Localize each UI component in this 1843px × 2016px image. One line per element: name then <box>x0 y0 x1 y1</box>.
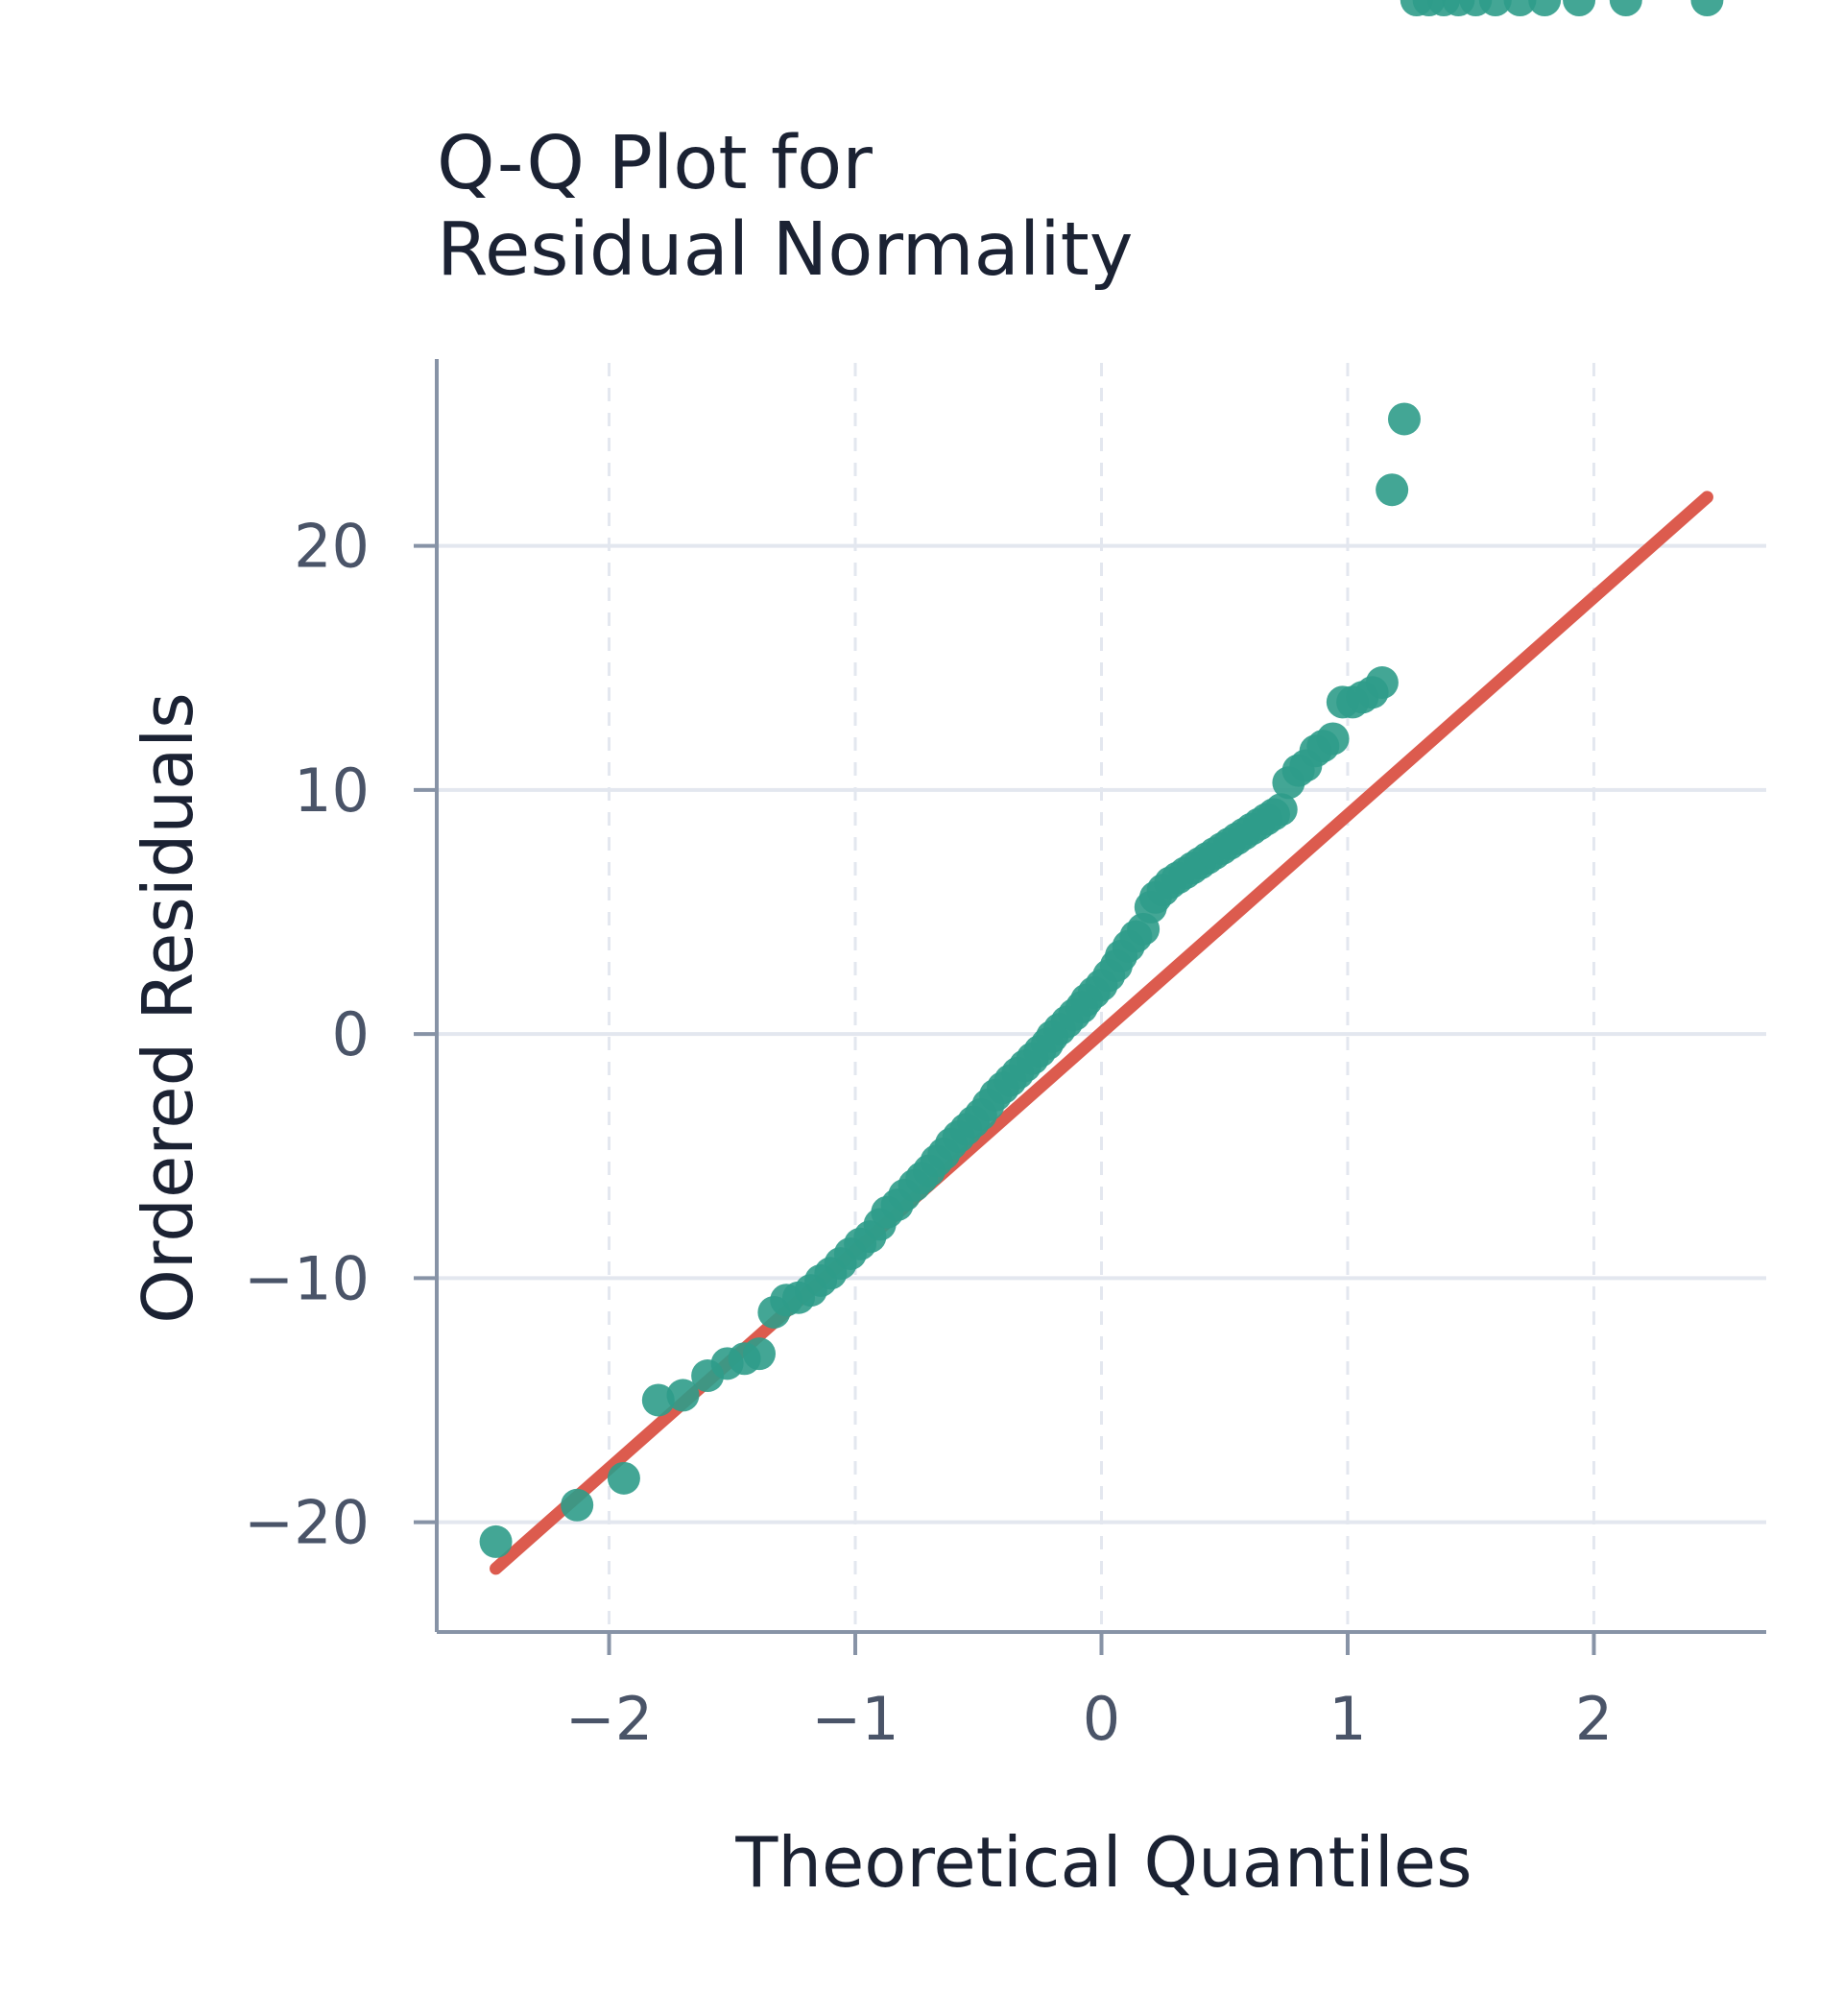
data-point <box>1316 722 1350 756</box>
x-tick-label: 2 <box>1575 1684 1613 1754</box>
data-point <box>1264 793 1298 827</box>
grid-lines <box>437 363 1766 1632</box>
data-point <box>1503 0 1537 16</box>
y-tick-label: 0 <box>332 999 370 1069</box>
x-tick-label: 0 <box>1083 1684 1120 1754</box>
chart-title-line-2: Residual Normality <box>437 207 1133 293</box>
x-tick-label: 1 <box>1328 1684 1366 1754</box>
x-tick-label: −2 <box>565 1684 653 1754</box>
data-points <box>479 0 1724 1558</box>
chart-title-line-1: Q-Q Plot for <box>437 121 873 206</box>
data-point <box>666 1379 700 1412</box>
data-point <box>1376 473 1409 507</box>
x-axis-title: Theoretical Quantiles <box>734 1822 1472 1903</box>
data-point <box>607 1461 640 1495</box>
y-axis-title: Ordered Residuals <box>128 692 208 1324</box>
data-point <box>742 1337 776 1371</box>
data-point <box>479 1524 513 1558</box>
data-point <box>1387 402 1421 436</box>
y-tick-label: 10 <box>294 756 370 826</box>
axes <box>414 359 1766 1655</box>
x-tick-label: −1 <box>811 1684 898 1754</box>
data-point <box>641 1383 675 1417</box>
y-tick-label: −20 <box>244 1488 370 1558</box>
data-point <box>561 1488 594 1522</box>
y-tick-label: −10 <box>244 1243 370 1313</box>
data-point <box>1690 0 1724 16</box>
data-point <box>1609 0 1642 16</box>
data-point <box>1365 666 1399 700</box>
data-point <box>1528 0 1562 16</box>
data-point <box>1478 0 1512 16</box>
y-tick-label: 20 <box>294 512 370 582</box>
data-point <box>1563 0 1596 16</box>
